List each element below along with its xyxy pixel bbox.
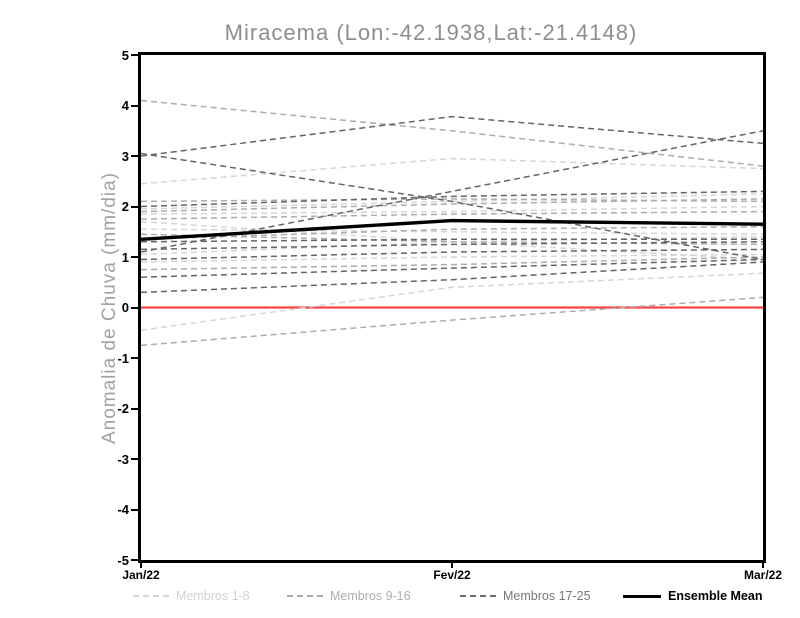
x-tick-mark (140, 563, 142, 568)
legend-label: Membros 17-25 (503, 589, 591, 603)
plot-lines (141, 99, 763, 347)
member-line (141, 198, 763, 213)
member-line (141, 99, 763, 167)
y-tick-mark (131, 306, 138, 309)
y-tick-label: -1 (117, 350, 129, 366)
member-line (141, 241, 763, 251)
y-tick-label: -3 (117, 451, 129, 467)
legend-line-swatch (460, 595, 496, 597)
member-line (141, 261, 763, 294)
x-tick-mark (451, 563, 453, 568)
legend-line-swatch (623, 594, 661, 598)
y-tick-label: 0 (121, 300, 129, 315)
member-line (141, 152, 763, 261)
legend-item: Membros 17-25 (460, 589, 591, 603)
member-line (141, 272, 763, 331)
member-line (141, 198, 763, 203)
legend-line-swatch (287, 595, 323, 597)
legend-item: Membros 9-16 (287, 589, 411, 603)
x-tick-label: Jan/22 (122, 568, 160, 582)
member-line (141, 225, 763, 241)
y-tick-mark (131, 357, 138, 359)
legend-item: Ensemble Mean (623, 589, 762, 603)
y-tick-label: -2 (117, 401, 129, 416)
plot-area (138, 52, 766, 563)
member-line (141, 233, 763, 246)
x-tick-mark (762, 563, 764, 568)
y-tick-mark (131, 458, 138, 460)
y-tick-mark (131, 559, 138, 561)
member-line (141, 296, 763, 347)
y-tick-label: 1 (121, 249, 129, 265)
y-tick-label: 2 (121, 199, 129, 214)
y-tick-label: -4 (117, 502, 129, 517)
legend-label: Ensemble Mean (668, 589, 763, 603)
member-line (141, 256, 763, 271)
x-tick-label: Mar/22 (743, 568, 783, 582)
member-line (141, 253, 763, 263)
member-line (141, 205, 763, 215)
member-line (141, 228, 763, 236)
member-line (141, 258, 763, 278)
member-line (141, 248, 763, 261)
ensemble-mean-line (141, 218, 763, 241)
x-tick-label: Fev/22 (433, 568, 471, 582)
legend-label: Membros 1-8 (176, 589, 250, 603)
y-tick-mark (131, 407, 138, 410)
y-tick-label: 5 (121, 47, 129, 63)
y-tick-mark (131, 155, 138, 157)
member-line (141, 190, 763, 208)
legend-label: Membros 9-16 (330, 589, 411, 603)
chart-title: Miracema (Lon:-42.1938,Lat:-21.4148) (224, 20, 638, 45)
y-tick-mark (131, 256, 138, 258)
y-tick-label: 4 (121, 98, 129, 113)
y-tick-mark (131, 54, 138, 56)
y-tick-mark (131, 508, 138, 511)
member-line (141, 115, 763, 157)
legend-item: Membros 1-8 (133, 589, 250, 603)
member-line (141, 238, 763, 243)
y-tick-mark (131, 104, 138, 107)
y-tick-label: 3 (121, 148, 129, 164)
member-line (141, 210, 763, 220)
y-tick-label: -5 (117, 552, 129, 568)
legend-line-swatch (133, 595, 169, 597)
member-line (141, 157, 763, 185)
y-tick-mark (131, 205, 138, 208)
